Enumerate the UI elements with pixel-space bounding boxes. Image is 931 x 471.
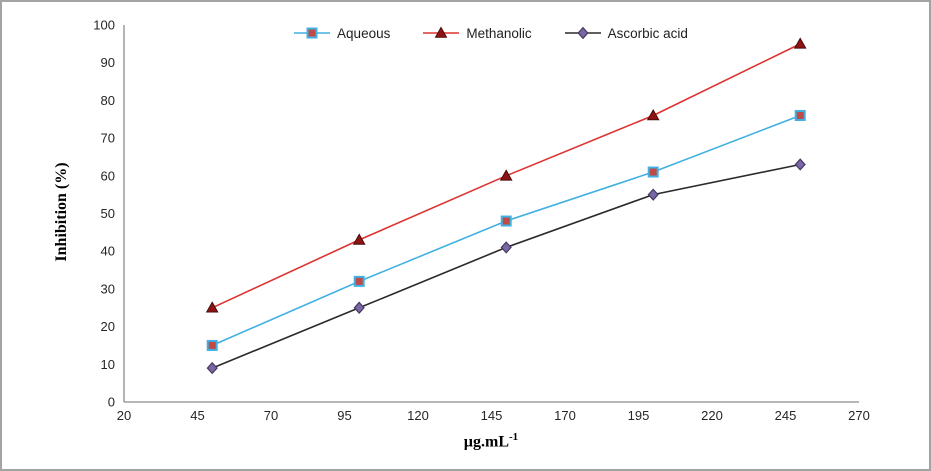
legend-marker-diamond (564, 26, 601, 40)
legend-label: Methanolic (466, 25, 532, 41)
y-axis-title-text: Inhibition (%) (53, 162, 70, 262)
legend-item-methanolic: Methanolic (422, 25, 532, 41)
marker-diamond (794, 158, 806, 171)
marker-diamond (577, 26, 589, 40)
marker-square (647, 166, 659, 178)
legend-label: Ascorbic acid (607, 25, 688, 41)
y-tick-label: 10 (101, 357, 115, 372)
y-tick-label: 30 (101, 281, 115, 296)
legend-item-ascorbic-acid: Ascorbic acid (564, 26, 688, 41)
legend-label: Aqueous (337, 25, 391, 41)
marker-diamond (647, 188, 659, 201)
x-tick-label: 95 (337, 408, 351, 423)
x-tick-label: 245 (775, 408, 797, 423)
marker-diamond (206, 361, 218, 375)
marker-triangle (499, 169, 513, 181)
marker-triangle (793, 37, 807, 49)
x-tick-label: 120 (407, 408, 429, 423)
x-tick-label: 195 (628, 408, 650, 423)
x-axis-title-superscript: -1 (509, 431, 519, 443)
legend-marker-square (294, 27, 331, 39)
x-tick-label: 70 (264, 408, 278, 423)
series-line-aqueous (211, 114, 801, 347)
y-tick-label: 80 (101, 93, 115, 108)
marker-diamond (500, 241, 512, 254)
x-tick-label: 170 (554, 408, 576, 423)
y-tick-label: 0 (108, 395, 115, 410)
y-tick-label: 50 (101, 206, 115, 221)
legend-marker-triangle (423, 26, 460, 38)
marker-triangle (646, 108, 660, 121)
marker-triangle (352, 233, 366, 245)
marker-triangle (205, 301, 219, 313)
y-tick-label: 90 (101, 55, 115, 70)
marker-square (500, 215, 512, 227)
y-tick-label: 70 (101, 131, 115, 146)
legend: Aqueous Methanolic Ascorbic acid (122, 24, 859, 42)
marker-triangle (434, 26, 448, 38)
y-tick-label: 60 (101, 168, 115, 183)
y-tick-label: 20 (101, 319, 115, 334)
y-tick-label: 100 (93, 18, 115, 33)
marker-diamond (353, 301, 365, 314)
marker-square (306, 27, 318, 39)
y-tick-label: 40 (101, 244, 115, 259)
y-axis-title: Inhibition (%) (53, 162, 71, 261)
x-tick-label: 145 (481, 408, 503, 423)
x-axis-title-text: µg.mL (463, 433, 510, 451)
legend-item-aqueous: Aqueous (293, 26, 390, 41)
marker-square (206, 339, 218, 351)
x-tick-label: 220 (701, 408, 723, 423)
marker-square (353, 275, 365, 287)
x-tick-label: 270 (848, 408, 870, 423)
marker-square (794, 109, 806, 121)
x-axis-title: µg.mL-1 (464, 431, 518, 451)
x-tick-label: 20 (117, 408, 131, 423)
x-tick-label: 45 (190, 408, 204, 423)
